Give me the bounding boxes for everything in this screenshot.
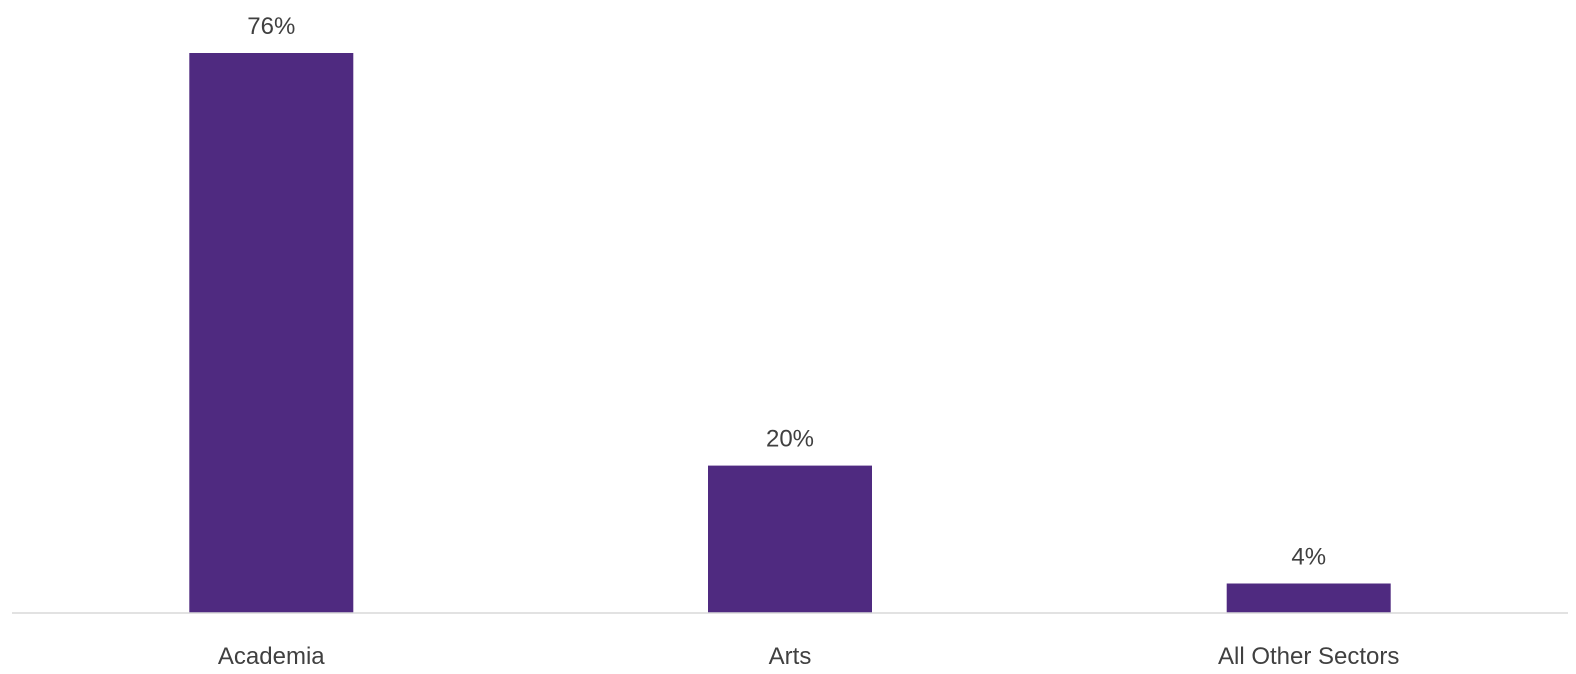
data-label: 4% [1291,544,1326,571]
data-labels-group: 76% 20% 4% [247,13,1326,571]
data-label: 76% [247,13,295,40]
bar-academia [189,53,354,613]
data-label: 20% [766,426,814,453]
bars-group [189,53,1391,613]
x-tick-labels-group: Academia Arts All Other Sectors [218,643,1399,670]
bar-arts [708,465,872,613]
x-tick-label: All Other Sectors [1218,643,1399,670]
x-tick-label: Arts [769,643,812,670]
x-tick-label: Academia [218,643,325,670]
bar-all-other-sectors [1226,583,1391,613]
